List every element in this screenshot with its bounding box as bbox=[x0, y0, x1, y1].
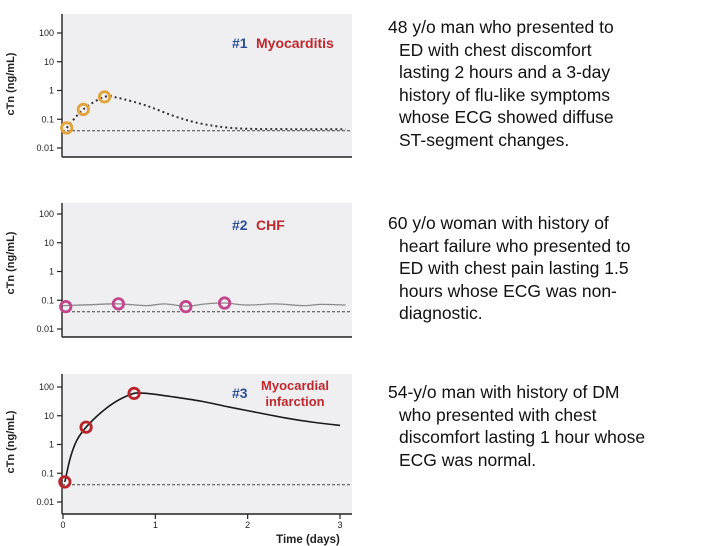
x-tick-label: 1 bbox=[153, 520, 158, 530]
case-text-line: ED with chest pain lasting 1.5 bbox=[399, 258, 629, 278]
chart-panel-myocarditis: cTn (ng/mL) #1 Myocarditis 100 10 1 0.1 0.01 bbox=[5, 14, 352, 158]
y-tick-label: 10 bbox=[44, 238, 54, 248]
y-tick-label: 100 bbox=[39, 209, 54, 219]
data-point bbox=[76, 102, 90, 117]
plot-background bbox=[62, 14, 352, 157]
data-point bbox=[217, 296, 232, 310]
case-text-line: history of flu-like symptoms bbox=[399, 84, 611, 105]
y-tick-label: 10 bbox=[44, 411, 54, 421]
data-point bbox=[58, 475, 72, 489]
case-text-line: ECG was normal. bbox=[399, 449, 537, 470]
case-text-line: 60 y/o woman with history of bbox=[388, 213, 609, 233]
annotation-number: #1 bbox=[232, 35, 248, 51]
data-point bbox=[127, 386, 141, 400]
case-text-line: heart failure who presented to bbox=[399, 235, 631, 256]
case-text-line: ED with chest discomfort bbox=[399, 39, 592, 60]
case-text-line: who presented with chest bbox=[399, 404, 597, 425]
y-tick-label: 0.01 bbox=[36, 497, 54, 507]
case-text-line: hours whose ECG was non- bbox=[399, 280, 617, 301]
case-text-line: lasting 2 hours and a 3-day bbox=[399, 62, 611, 82]
y-tick-label: 0.1 bbox=[41, 295, 54, 305]
annotation-number: #3 bbox=[232, 385, 248, 401]
y-tick-label: 100 bbox=[39, 28, 54, 38]
y-tick-label: 100 bbox=[39, 382, 54, 392]
data-point bbox=[60, 121, 74, 135]
x-tick-label: 2 bbox=[245, 520, 250, 530]
case-text-line: whose ECG showed diffuse bbox=[399, 107, 614, 127]
x-axis-label: Time (days) bbox=[276, 534, 340, 546]
data-point bbox=[179, 300, 193, 314]
annotation-label: infarction bbox=[265, 394, 324, 409]
annotation-label: CHF bbox=[256, 217, 285, 233]
y-axis-label: cTn (ng/mL) bbox=[5, 231, 17, 294]
plot-background bbox=[62, 374, 352, 514]
trend-curve bbox=[62, 302, 346, 307]
case-description-3: 54-y/o man with history of DM who present… bbox=[388, 381, 718, 471]
case-text-line: diagnostic. bbox=[399, 303, 483, 323]
data-point bbox=[97, 90, 112, 104]
trend-curve bbox=[64, 392, 341, 483]
chart-panel-myocardial-infarction: cTn (ng/mL) #3 Myocardial infarction Tim… bbox=[5, 374, 352, 546]
case-description-2: 60 y/o woman with history of heart failur… bbox=[388, 212, 718, 325]
plot-background bbox=[62, 203, 352, 337]
annotation-label: Myocarditis bbox=[256, 35, 334, 51]
case-text-line: 48 y/o man who presented to bbox=[388, 17, 614, 37]
y-axis-label: cTn (ng/mL) bbox=[5, 52, 17, 115]
case-text-line: discomfort lasting 1 hour whose bbox=[399, 427, 646, 447]
data-point bbox=[79, 420, 93, 434]
y-tick-label: 1 bbox=[49, 86, 54, 96]
y-tick-label: 1 bbox=[49, 267, 54, 277]
case-text-line: 54-y/o man with history of DM bbox=[388, 382, 620, 402]
x-tick-label: 0 bbox=[60, 520, 65, 530]
y-tick-label: 1 bbox=[49, 440, 54, 450]
data-point bbox=[59, 300, 73, 314]
annotation-label: Myocardial bbox=[261, 378, 329, 393]
case-description-1: 48 y/o man who presented to ED with chest… bbox=[388, 16, 718, 151]
x-tick-label: 3 bbox=[337, 520, 342, 530]
annotation-number: #2 bbox=[232, 217, 248, 233]
y-tick-label: 0.01 bbox=[36, 324, 54, 334]
y-tick-label: 0.01 bbox=[36, 143, 54, 153]
y-tick-label: 0.1 bbox=[41, 114, 54, 124]
y-tick-label: 10 bbox=[44, 57, 54, 67]
y-tick-label: 0.1 bbox=[41, 468, 54, 478]
chart-panel-chf: cTn (ng/mL) #2 CHF 100 10 1 0.1 0.01 bbox=[5, 203, 352, 338]
data-point bbox=[111, 297, 126, 311]
y-axis-label: cTn (ng/mL) bbox=[5, 410, 17, 473]
case-text-line: ST-segment changes. bbox=[399, 129, 570, 150]
